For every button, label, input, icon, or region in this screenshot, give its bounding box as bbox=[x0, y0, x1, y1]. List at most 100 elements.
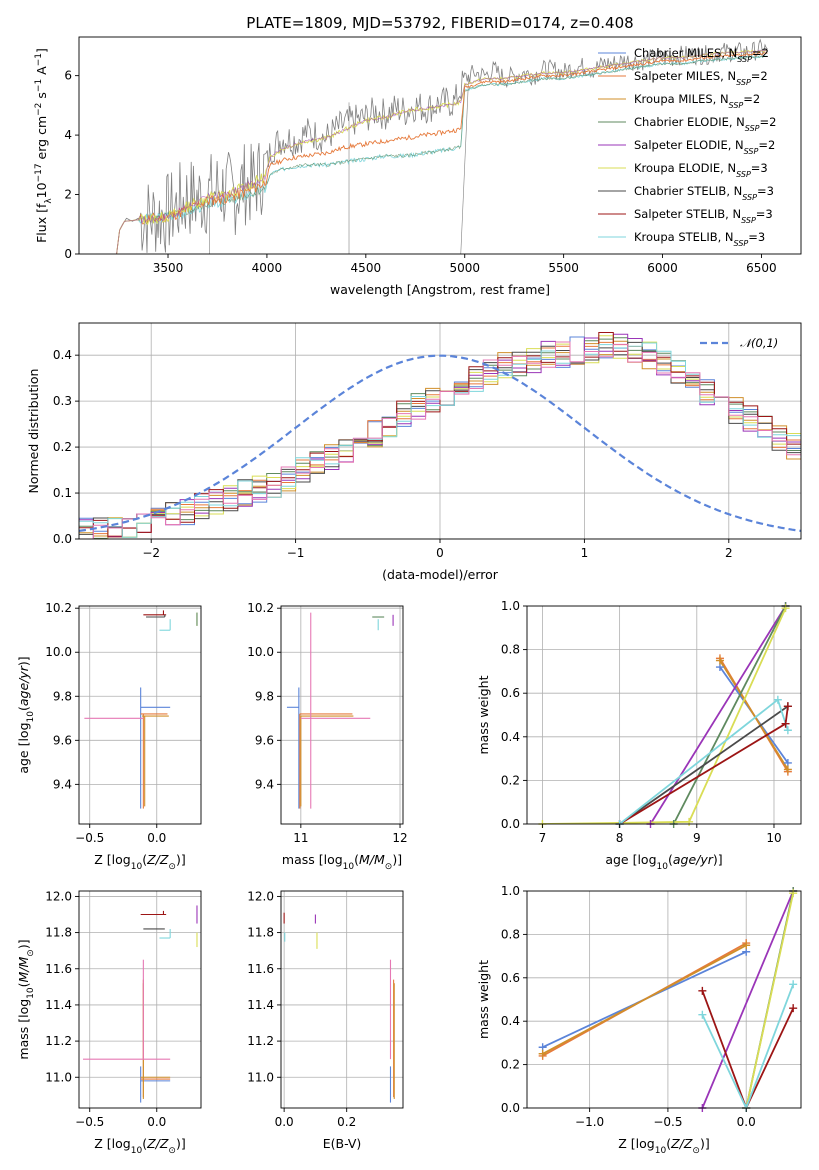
normal-distribution-curve bbox=[79, 354, 801, 532]
mass-weight-vs-age-x-label-part: age [log bbox=[605, 852, 656, 867]
mass-weight-vs-age-y-tick-label: 0.2 bbox=[501, 773, 520, 787]
legend-entry: Kroupa MILES, NSSP=2 bbox=[634, 92, 760, 110]
residuals-y-tick-label: 0.2 bbox=[53, 440, 72, 454]
spectrum-x-tick-label: 6500 bbox=[746, 261, 777, 275]
residual-histogram bbox=[79, 341, 801, 539]
mass-vs-z-y-label-part: M/M bbox=[16, 956, 31, 982]
age-vs-z-panel: −0.5 0.09.49.69.810.010.2Z [log10(Z/Z⊙)]a… bbox=[16, 601, 202, 872]
age-vs-mass-x-tick-label: 11 bbox=[293, 831, 308, 845]
age-vs-z-x-tick-label: 0.0 bbox=[147, 831, 166, 845]
mass-weight-vs-z-y-tick-label: 0.8 bbox=[501, 927, 520, 941]
mass-weight-line bbox=[719, 660, 789, 770]
mass-weight-marker bbox=[715, 656, 724, 665]
legend-entry-suffix: =3 bbox=[756, 207, 773, 221]
residuals-panel: −2 −1 0 1 2 0.0 0.1 0.2 0.3 0.4 (data-model)/error… bbox=[26, 322, 802, 582]
age-vs-mass-x-label: mass [log10(M/M⊙)] bbox=[282, 852, 402, 872]
spectrum-y-label-part: −17 bbox=[34, 163, 44, 182]
residuals-y-tick-label: 0.0 bbox=[53, 532, 72, 546]
legend-entry-label: Kroupa STELIB, N bbox=[634, 230, 734, 244]
spectrum-y-label-part: Flux [f bbox=[34, 203, 49, 243]
residual-histogram bbox=[79, 341, 801, 539]
age-vs-z-y-tick-label: 10.2 bbox=[45, 601, 72, 615]
residuals-x-tick-label: 0 bbox=[436, 546, 444, 560]
legend-entry-suffix: =2 bbox=[758, 138, 775, 152]
age-vs-z-x-tick-label: −0.5 bbox=[75, 831, 104, 845]
mass-weight-line bbox=[701, 990, 795, 1108]
residuals-x-tick-label: 2 bbox=[725, 546, 733, 560]
mass-weight-vs-age-x-label-part: )] bbox=[713, 852, 723, 867]
spectrum-y-label: Flux [fλ10−17 erg cm−2 s−1 A−1] bbox=[34, 48, 54, 243]
mass-vs-z-x-tick-label: −0.5 bbox=[75, 1115, 104, 1129]
legend-entry: Chabrier MILES, NSSP=2 bbox=[634, 46, 769, 64]
age-vs-z-x-label-part: ( bbox=[142, 852, 147, 867]
mass-weight-vs-z-x-label-part: ⊙ bbox=[692, 1146, 700, 1156]
mass-vs-z-x-label-part: ( bbox=[142, 1136, 147, 1151]
legend-entry: Chabrier ELODIE, NSSP=2 bbox=[634, 115, 776, 133]
legend-entry-suffix: =3 bbox=[751, 161, 768, 175]
age-vs-z-x-label: Z [log10(Z/Z⊙)] bbox=[94, 852, 185, 872]
legend-entry-label: Chabrier MILES, N bbox=[634, 46, 737, 60]
legend-entry-label: Chabrier STELIB, N bbox=[634, 184, 742, 198]
legend-entry-suffix: =2 bbox=[743, 92, 760, 106]
residuals-y-label: Normed distribution bbox=[26, 369, 41, 494]
spectrum-x-tick-label: 3500 bbox=[153, 261, 184, 275]
mass-weight-vs-age-x-label-part: 10 bbox=[657, 862, 669, 872]
mass-weight-vs-age-y-label: mass weight bbox=[476, 675, 491, 754]
legend-entry-sub: SSP bbox=[736, 170, 751, 179]
model-spectrum-lower-2 bbox=[116, 55, 768, 254]
mass-weight-vs-z-y-label: mass weight bbox=[476, 960, 491, 1039]
mass-weight-marker bbox=[781, 604, 790, 613]
age-vs-mass-plot-area bbox=[281, 606, 403, 824]
spectrum-x-label: wavelength [Angstrom, rest frame] bbox=[330, 282, 550, 297]
mass-vs-z-y-tick-label: 11.2 bbox=[45, 1034, 72, 1048]
mass-weight-vs-z-x-label-part: ( bbox=[666, 1136, 671, 1151]
mass-weight-line bbox=[701, 891, 795, 1108]
mass-weight-vs-age-frame bbox=[526, 605, 802, 825]
residuals-x-label: (data-model)/error bbox=[382, 567, 499, 582]
legend-entry-label: Salpeter MILES, N bbox=[634, 69, 736, 83]
residuals-x-tick-label: −1 bbox=[287, 546, 305, 560]
legend-entry-sub: SSP bbox=[736, 78, 751, 87]
spectrum-y-tick-label: 0 bbox=[64, 247, 72, 261]
mass-weight-vs-age-y-tick-label: 0.6 bbox=[501, 686, 520, 700]
legend-entry-label: Salpeter ELODIE, N bbox=[634, 138, 744, 152]
spectrum-y-tick-label: 2 bbox=[64, 188, 72, 202]
mass-weight-marker bbox=[789, 980, 798, 989]
mass-weight-line bbox=[542, 607, 787, 824]
mass-weight-marker bbox=[698, 1010, 707, 1019]
mass-vs-z-plot-area bbox=[79, 891, 201, 1108]
residuals-y-tick-label: 0.3 bbox=[53, 394, 72, 408]
spectrum-y-label-part: s bbox=[34, 92, 49, 103]
mass-weight-vs-z-panel: −1.0 −0.5 0.0 0.0 0.2 0.4 0.6 0.8 1.0 Z [log10(Z/… bbox=[476, 884, 802, 1156]
panels: 3500 4000 4500 5000 5500 6000 6500 0 2 4 6 waveleng… bbox=[16, 36, 802, 1156]
mass-weight-vs-z-x-label: Z [log10(Z/Z⊙)] bbox=[618, 1136, 709, 1156]
residual-histogram bbox=[79, 342, 801, 539]
mass-weight-vs-z-y-tick-label: 0.0 bbox=[501, 1101, 520, 1115]
mass-vs-z-x-label: Z [log10(Z/Z⊙)] bbox=[94, 1136, 185, 1156]
residuals-plot-area bbox=[79, 323, 801, 539]
spectrum-plot-area bbox=[116, 38, 768, 254]
mass-weight-vs-age-x-tick-label: 9 bbox=[693, 831, 701, 845]
legend-entry-suffix: =2 bbox=[752, 46, 769, 60]
mass-weight-vs-z-x-tick-label: 0.0 bbox=[737, 1115, 756, 1129]
age-vs-z-x-label-part: )] bbox=[176, 852, 186, 867]
mass-weight-marker bbox=[789, 1004, 798, 1013]
residuals-x-tick-label: 1 bbox=[581, 546, 589, 560]
mass-vs-z-y-label: mass [log10(M/M⊙)] bbox=[16, 939, 36, 1059]
residual-histogram bbox=[79, 332, 801, 539]
legend-entry-label: Kroupa MILES, N bbox=[634, 92, 729, 106]
mass-weight-vs-z-y-tick-label: 1.0 bbox=[501, 884, 520, 898]
mass-vs-z-y-label-part: mass [log bbox=[16, 999, 31, 1060]
mass-vs-z-x-label-part: Z [log bbox=[94, 1136, 130, 1151]
spectrum-y-label-part: 10 bbox=[34, 182, 49, 198]
mass-vs-ebv-y-tick-label: 11.4 bbox=[247, 998, 274, 1012]
spectrum-y-tick-label: 4 bbox=[64, 128, 72, 142]
age-vs-z-x-label-part: ⊙ bbox=[168, 862, 176, 872]
legend-entry-sub: SSP bbox=[742, 193, 757, 202]
legend-entry: Salpeter ELODIE, NSSP=2 bbox=[634, 138, 775, 156]
mass-weight-vs-z-x-tick-label: −0.5 bbox=[653, 1115, 682, 1129]
legend-entry-sub: SSP bbox=[741, 216, 756, 225]
age-vs-z-x-label-part: Z/Z bbox=[146, 852, 169, 867]
legend-entry-suffix: =2 bbox=[751, 69, 768, 83]
